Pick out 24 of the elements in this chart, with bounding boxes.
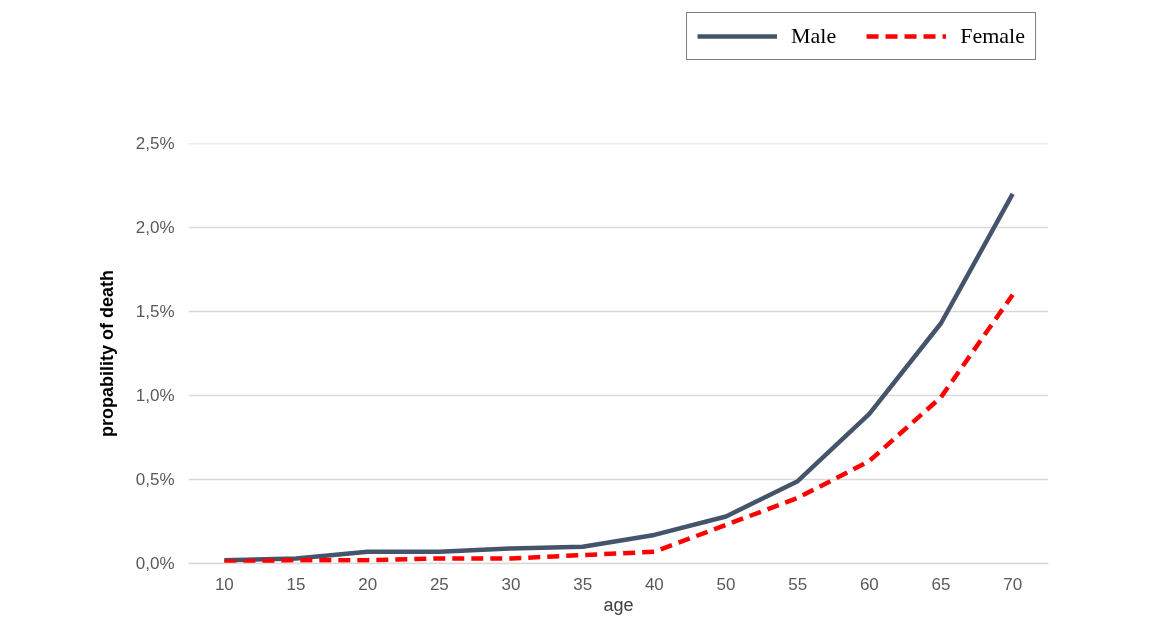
x-tick-label: 30 (501, 574, 521, 594)
x-tick-label: 55 (788, 574, 808, 594)
line-series (222, 292, 1015, 564)
y-tick-label: 1,0% (135, 386, 175, 405)
y-tick-label: 2,5% (135, 134, 175, 153)
x-tick-label: 40 (644, 574, 664, 594)
x-tick-label: 10 (214, 574, 234, 594)
y-tick-label: 0,0% (135, 554, 175, 573)
line-series (222, 191, 1015, 563)
legend-label: Female (960, 23, 1025, 49)
x-tick-label: 35 (573, 574, 593, 594)
y-tick-label: 2,0% (135, 218, 175, 237)
legend-label: Male (791, 23, 837, 49)
y-tick-label: 0,5% (135, 470, 175, 489)
x-tick-label: 20 (358, 574, 378, 594)
y-axis-title: propability of death (96, 269, 117, 437)
x-tick-label: 60 (859, 574, 879, 594)
x-axis-title: age (603, 594, 634, 615)
x-tick-label: 50 (716, 574, 736, 594)
x-tick-label: 25 (429, 574, 449, 594)
x-tick-label: 65 (931, 574, 951, 594)
x-tick-label: 15 (286, 574, 306, 594)
x-tick-label: 70 (1003, 574, 1023, 594)
y-tick-label: 1,5% (135, 302, 175, 321)
